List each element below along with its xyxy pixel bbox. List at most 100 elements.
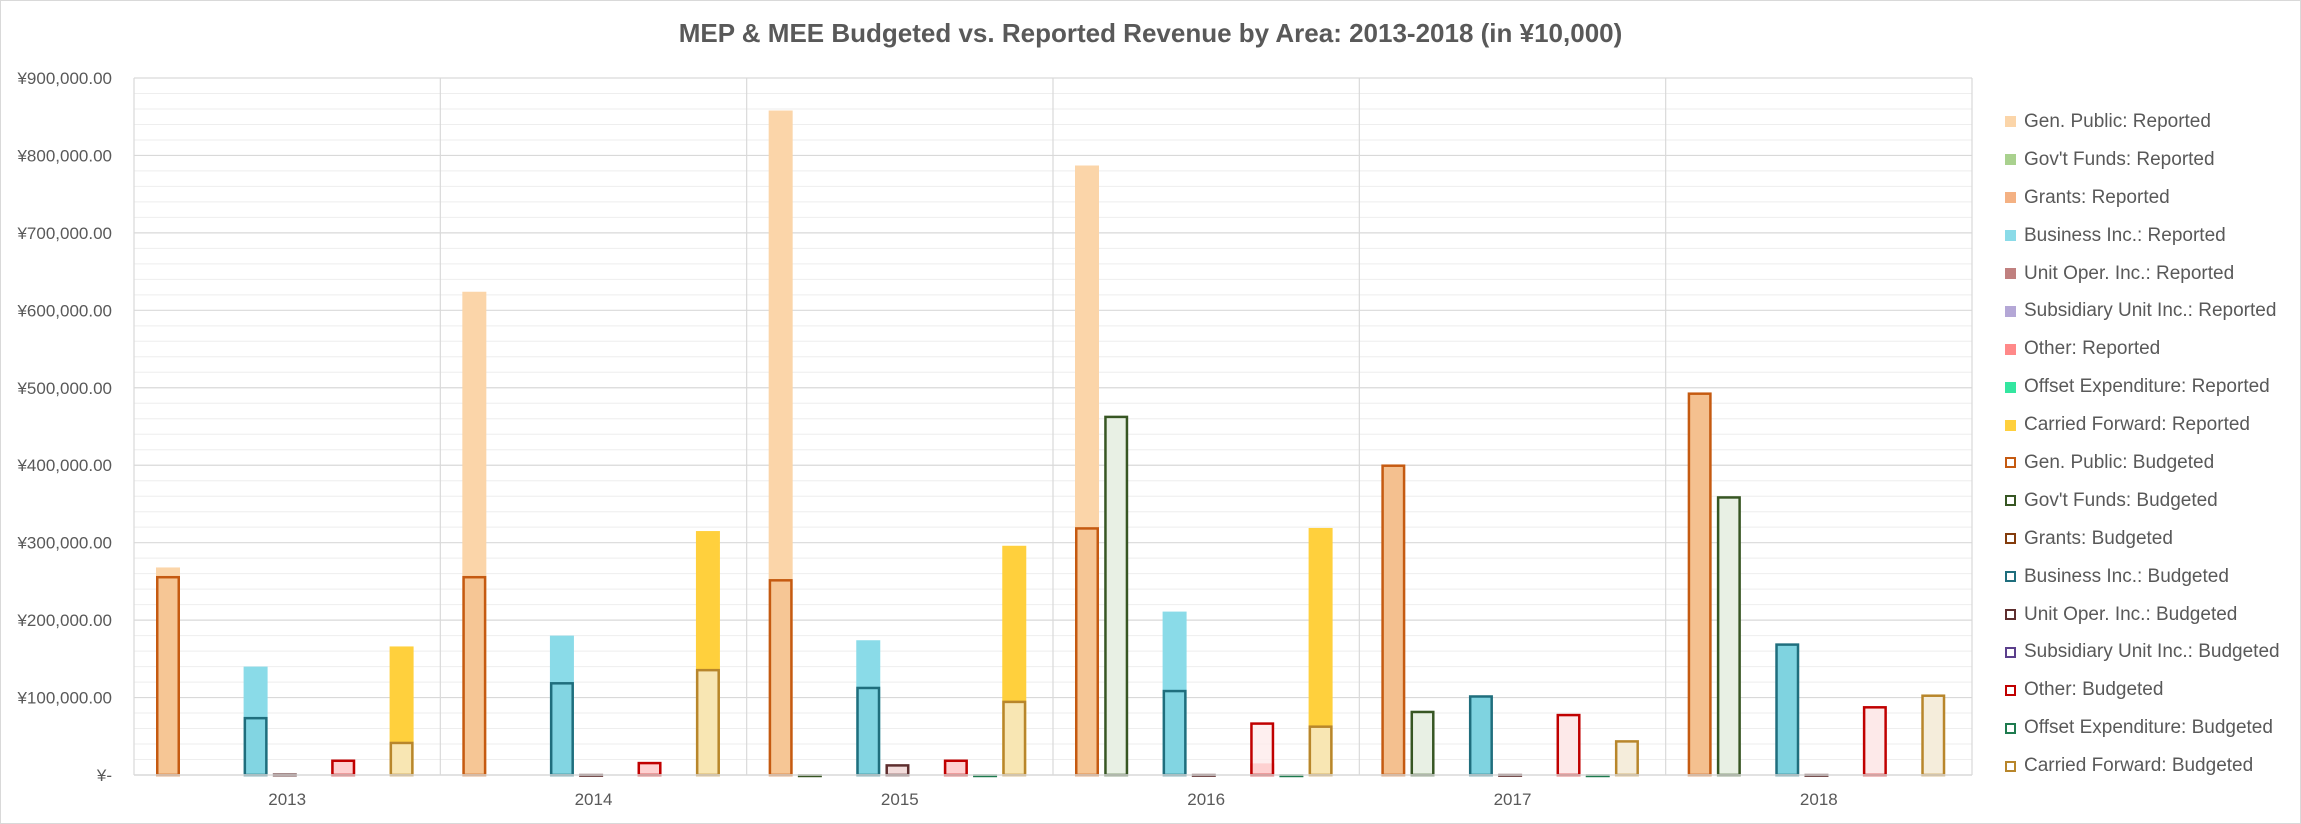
- x-tick-label: 2014: [575, 790, 613, 809]
- legend-swatch: [2005, 116, 2016, 128]
- x-tick-label: 2016: [1187, 790, 1225, 809]
- bar-budgeted: [1162, 689, 1187, 777]
- bar-budgeted: [549, 682, 574, 777]
- legend-item: Carried Forward: Budgeted: [2005, 747, 2280, 785]
- bar-budgeted: [1921, 694, 1946, 777]
- legend-item: Offset Expenditure: Reported: [2005, 368, 2280, 406]
- bar-budgeted: [1687, 392, 1712, 777]
- bar-budgeted: [1716, 496, 1741, 777]
- legend-swatch: [2005, 533, 2016, 545]
- legend-item: Business Inc.: Budgeted: [2005, 558, 2280, 596]
- legend-label: Offset Expenditure: Reported: [2024, 376, 2270, 398]
- chart-legend: Gen. Public: Reported Gov't Funds: Report…: [2005, 103, 2280, 785]
- legend-swatch: [2005, 343, 2016, 355]
- bar-budgeted: [1410, 710, 1435, 777]
- x-tick-label: 2018: [1800, 790, 1838, 809]
- legend-item: Grants: Budgeted: [2005, 520, 2280, 558]
- bar-budgeted: [943, 759, 968, 777]
- legend-item: Carried Forward: Reported: [2005, 406, 2280, 444]
- legend-item: Offset Expenditure: Budgeted: [2005, 709, 2280, 747]
- bar-budgeted: [695, 668, 720, 777]
- legend-label: Carried Forward: Reported: [2024, 414, 2250, 436]
- bar-budgeted: [885, 764, 910, 777]
- x-tick-label: 2017: [1494, 790, 1532, 809]
- legend-swatch: [2005, 154, 2016, 166]
- legend-item: Gen. Public: Reported: [2005, 103, 2280, 141]
- bar-budgeted: [1556, 713, 1581, 777]
- legend-item: Grants: Reported: [2005, 179, 2280, 217]
- bar-budgeted: [1381, 464, 1406, 777]
- legend-item: Gen. Public: Budgeted: [2005, 444, 2280, 482]
- legend-label: Business Inc.: Budgeted: [2024, 565, 2229, 587]
- legend-label: Unit Oper. Inc.: Reported: [2024, 262, 2235, 284]
- legend-swatch: [2005, 230, 2016, 242]
- legend-item: Subsidiary Unit Inc.: Budgeted: [2005, 633, 2280, 671]
- legend-swatch: [2005, 305, 2016, 317]
- legend-swatch: [2005, 684, 2016, 696]
- x-tick-label: 2015: [881, 790, 919, 809]
- y-tick-label: ¥300,000.00: [16, 534, 112, 553]
- bar-budgeted: [1104, 415, 1129, 777]
- y-tick-label: ¥-: [96, 766, 112, 785]
- legend-swatch: [2005, 381, 2016, 393]
- legend-item: Unit Oper. Inc.: Budgeted: [2005, 596, 2280, 634]
- legend-swatch: [2005, 609, 2016, 621]
- legend-item: Business Inc.: Reported: [2005, 217, 2280, 255]
- bar-budgeted: [389, 741, 414, 777]
- legend-swatch: [2005, 722, 2016, 734]
- legend-swatch: [2005, 268, 2016, 279]
- legend-label: Subsidiary Unit Inc.: Reported: [2024, 300, 2277, 322]
- legend-label: Gen. Public: Budgeted: [2024, 451, 2215, 473]
- y-tick-label: ¥900,000.00: [16, 69, 112, 88]
- bar-budgeted: [156, 575, 180, 777]
- x-tick-label: 2013: [268, 790, 306, 809]
- y-tick-label: ¥400,000.00: [16, 456, 112, 475]
- legend-label: Business Inc.: Reported: [2024, 224, 2226, 246]
- legend-label: Gov't Funds: Budgeted: [2024, 489, 2218, 511]
- legend-swatch: [2005, 760, 2016, 772]
- bar-budgeted: [243, 716, 268, 777]
- legend-swatch: [2005, 419, 2016, 431]
- legend-item: Gov't Funds: Reported: [2005, 141, 2280, 179]
- bar-budgeted: [1862, 706, 1887, 777]
- bar-budgeted: [1468, 695, 1493, 777]
- legend-label: Gen. Public: Reported: [2024, 110, 2211, 132]
- bar-budgeted: [1002, 700, 1027, 777]
- legend-item: Other: Reported: [2005, 330, 2280, 368]
- legend-item: Gov't Funds: Budgeted: [2005, 482, 2280, 520]
- bar-budgeted: [462, 575, 487, 777]
- legend-label: Offset Expenditure: Budgeted: [2024, 717, 2273, 739]
- legend-label: Unit Oper. Inc.: Budgeted: [2024, 603, 2238, 625]
- legend-label: Gov't Funds: Reported: [2024, 148, 2215, 170]
- bar-budgeted: [1308, 725, 1333, 777]
- legend-swatch: [2005, 646, 2016, 658]
- legend-swatch: [2005, 571, 2016, 583]
- bar-budgeted: [331, 759, 356, 777]
- legend-label: Other: Budgeted: [2024, 679, 2164, 701]
- legend-label: Subsidiary Unit Inc.: Budgeted: [2024, 641, 2280, 663]
- legend-label: Carried Forward: Budgeted: [2024, 755, 2254, 777]
- legend-label: Grants: Budgeted: [2024, 527, 2173, 549]
- legend-item: Unit Oper. Inc.: Reported: [2005, 255, 2280, 293]
- y-tick-label: ¥800,000.00: [16, 146, 112, 165]
- bar-budgeted: [637, 761, 662, 777]
- legend-swatch: [2005, 192, 2016, 204]
- legend-swatch: [2005, 495, 2016, 507]
- chart-title: MEP & MEE Budgeted vs. Reported Revenue …: [678, 18, 1623, 48]
- legend-label: Grants: Reported: [2024, 186, 2170, 208]
- y-tick-label: ¥200,000.00: [16, 611, 112, 630]
- y-tick-label: ¥100,000.00: [16, 689, 112, 708]
- y-tick-label: ¥600,000.00: [16, 301, 112, 320]
- legend-item: Other: Budgeted: [2005, 671, 2280, 709]
- legend-swatch: [2005, 457, 2016, 469]
- bar-budgeted: [856, 686, 881, 777]
- bar-budgeted: [768, 579, 793, 777]
- legend-label: Other: Reported: [2024, 338, 2161, 360]
- bar-budgeted: [1250, 722, 1275, 777]
- legend-item: Subsidiary Unit Inc.: Reported: [2005, 292, 2280, 330]
- bar-budgeted: [1614, 740, 1639, 777]
- bar-budgeted: [1075, 527, 1099, 777]
- y-tick-label: ¥700,000.00: [16, 224, 112, 243]
